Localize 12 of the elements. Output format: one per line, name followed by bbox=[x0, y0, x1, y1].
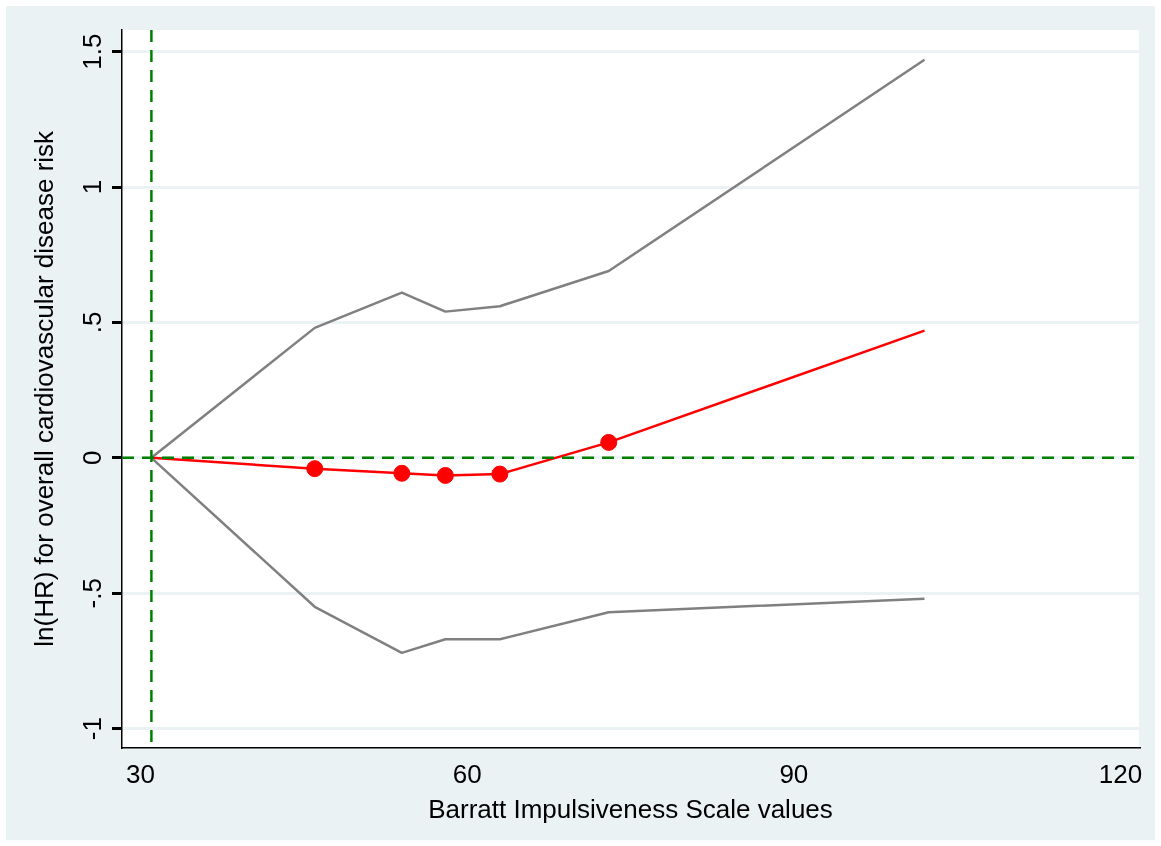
y-tick-label: .5 bbox=[77, 311, 108, 334]
x-tick-label: 30 bbox=[126, 759, 155, 790]
y-axis-title: ln(HR) for overall cardiovascular disease risk bbox=[28, 129, 59, 647]
y-tick-label: -1 bbox=[77, 717, 108, 741]
y-tick-label: 0 bbox=[77, 450, 108, 466]
y-tick-label: -.5 bbox=[77, 578, 108, 609]
y-tick-label: 1 bbox=[77, 179, 108, 195]
y-tick-label: 1.5 bbox=[77, 33, 108, 70]
x-axis-title: Barratt Impulsiveness Scale values bbox=[428, 793, 833, 824]
x-tick-label: 90 bbox=[779, 759, 809, 790]
x-tick-label: 120 bbox=[1098, 759, 1143, 790]
x-tick-label: 60 bbox=[452, 759, 482, 790]
